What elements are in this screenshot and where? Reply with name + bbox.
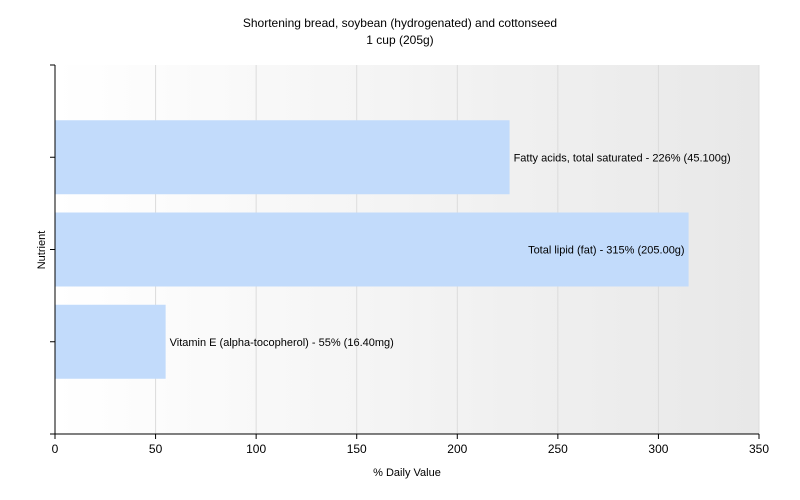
bar-2 bbox=[55, 304, 166, 379]
bar-label-1: Total lipid (fat) - 315% (205.00g) bbox=[528, 245, 685, 257]
x-axis-title: % Daily Value bbox=[373, 467, 441, 479]
bar-1 bbox=[55, 212, 689, 287]
bars bbox=[55, 120, 689, 379]
bar-label-2: Vitamin E (alpha-tocopherol) - 55% (16.4… bbox=[170, 337, 394, 349]
chart-subtitle: 1 cup (205g) bbox=[366, 33, 433, 47]
x-tick-label-350: 350 bbox=[749, 442, 769, 456]
bar-0 bbox=[55, 120, 510, 195]
bar-label-0: Fatty acids, total saturated - 226% (45.… bbox=[514, 152, 731, 164]
y-axis-title: Nutrient bbox=[36, 231, 48, 270]
x-tick-label-150: 150 bbox=[347, 442, 367, 456]
bar-labels: Fatty acids, total saturated - 226% (45.… bbox=[170, 152, 731, 349]
axis-ticks: 0 50 100 150 200 250 300 350 bbox=[50, 64, 769, 456]
x-tick-label-50: 50 bbox=[149, 442, 163, 456]
x-tick-label-250: 250 bbox=[548, 442, 568, 456]
x-tick-label-0: 0 bbox=[52, 442, 59, 456]
x-tick-label-100: 100 bbox=[246, 442, 266, 456]
x-tick-label-300: 300 bbox=[648, 442, 668, 456]
x-tick-label-200: 200 bbox=[447, 442, 467, 456]
chart-title: Shortening bread, soybean (hydrogenated)… bbox=[243, 16, 557, 30]
